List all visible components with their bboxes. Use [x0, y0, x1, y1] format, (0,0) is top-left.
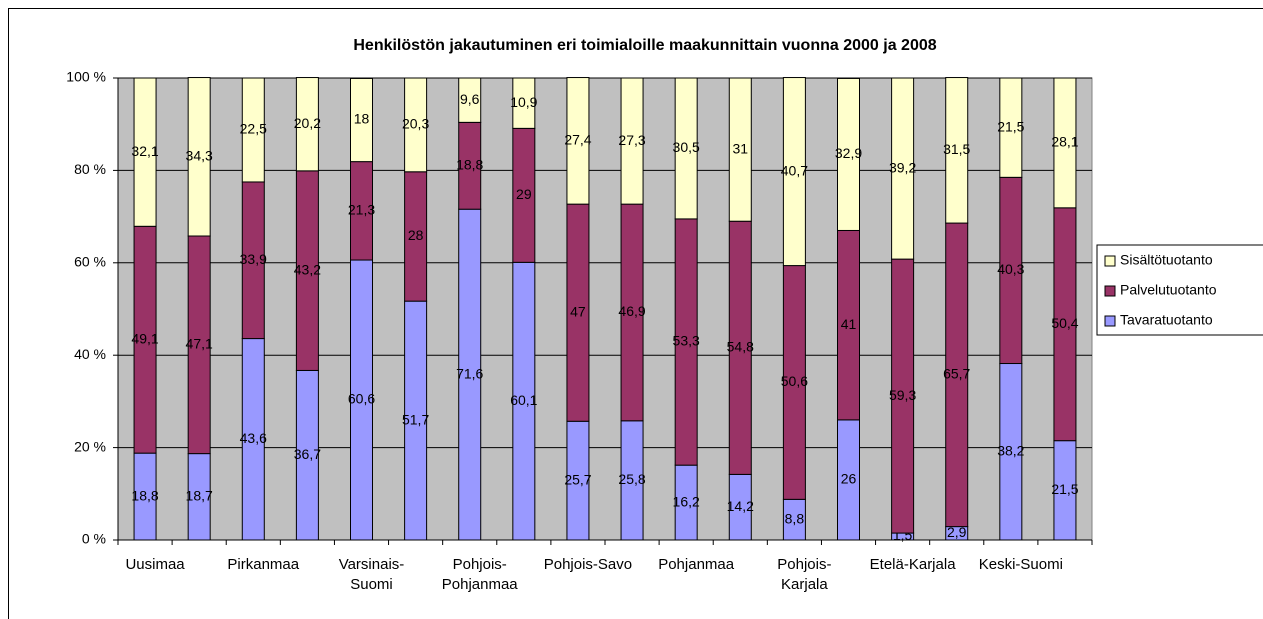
data-label: 50,6	[781, 373, 808, 389]
data-label: 28	[408, 227, 424, 243]
data-label: 43,2	[294, 261, 321, 277]
bar-segment	[187, 77, 211, 237]
data-label: 34,3	[186, 147, 213, 163]
bar-segment	[891, 77, 915, 260]
bar-segment	[241, 77, 265, 183]
data-label: 21,3	[348, 202, 375, 218]
data-label: 71,6	[456, 365, 483, 381]
x-tick-label: Pirkanmaa	[227, 556, 300, 573]
data-label: 28,1	[1051, 134, 1078, 150]
data-label: 46,9	[618, 303, 645, 319]
x-tick-label: Pohjanmaa	[658, 556, 735, 573]
bar-segment	[295, 77, 319, 172]
data-label: 8,8	[785, 510, 805, 526]
x-tick-label: Pohjois-Savo	[543, 556, 633, 573]
data-label: 29	[516, 186, 532, 202]
data-label: 54,8	[727, 339, 754, 355]
data-label: 40,3	[997, 261, 1024, 277]
data-label: 2,9	[947, 524, 967, 540]
data-label: 41	[841, 316, 857, 332]
bar-segment	[620, 77, 644, 205]
data-label: 27,4	[564, 132, 591, 148]
data-label: 18,8	[456, 156, 483, 172]
bar-segment	[837, 77, 860, 231]
legend-label: Palvelutuotanto	[1120, 282, 1217, 298]
x-tick-label: Pohjois-Karjala	[777, 556, 832, 593]
bar-segment	[782, 77, 806, 267]
x-tick-label: Etelä-Karjala	[869, 556, 956, 573]
data-label: 31	[732, 140, 748, 156]
x-tick-label: Keski-Suomi	[978, 556, 1063, 573]
data-label: 25,8	[618, 471, 645, 487]
bar-segment	[512, 77, 536, 129]
bar-segment	[674, 77, 698, 220]
data-label: 50,4	[1051, 315, 1078, 331]
data-label: 18,7	[186, 488, 213, 504]
data-label: 31,5	[943, 141, 970, 157]
y-tick-label: 60 %	[74, 254, 106, 270]
data-label: 20,3	[402, 116, 429, 132]
y-tick-label: 40 %	[74, 346, 106, 362]
bar-segment	[458, 77, 482, 123]
data-label: 30,5	[673, 139, 700, 155]
legend-swatch	[1104, 285, 1116, 297]
data-label: 21,5	[997, 118, 1024, 134]
data-label: 25,7	[564, 471, 591, 487]
y-tick-label: 100 %	[66, 69, 106, 85]
bar-segment	[350, 77, 373, 163]
y-tick-label: 0 %	[82, 531, 106, 547]
data-label: 59,3	[889, 387, 916, 403]
legend-swatch	[1104, 255, 1116, 267]
legend-label: Sisältötuotanto	[1120, 252, 1213, 268]
y-tick-label: 20 %	[74, 438, 106, 454]
bar-segment	[1053, 77, 1077, 209]
data-label: 20,2	[294, 115, 321, 131]
x-tick-label: Uusimaa	[125, 556, 185, 573]
data-label: 49,1	[131, 330, 158, 346]
data-label: 26	[841, 471, 857, 487]
data-label: 40,7	[781, 162, 808, 178]
data-label: 65,7	[943, 366, 970, 382]
data-label: 36,7	[294, 446, 321, 462]
data-label: 39,2	[889, 159, 916, 175]
data-label: 18,8	[131, 487, 158, 503]
chart-title: Henkilöstön jakautuminen eri toimialoill…	[353, 37, 936, 54]
bar-segment	[404, 77, 428, 173]
data-label: 60,1	[510, 392, 537, 408]
data-label: 18	[354, 111, 370, 127]
data-label: 27,3	[618, 132, 645, 148]
legend-label: Tavaratuotanto	[1120, 312, 1213, 328]
data-label: 32,1	[131, 143, 158, 159]
bar-segment	[945, 77, 969, 224]
bar-segment	[728, 77, 752, 222]
bar-segment	[999, 77, 1023, 178]
legend-box	[1096, 244, 1263, 336]
data-label: 33,9	[240, 251, 267, 267]
data-label: 60,6	[348, 391, 375, 407]
data-label: 53,3	[673, 333, 700, 349]
x-tick-label: Pohjois-Pohjanmaa	[441, 556, 518, 593]
data-label: 43,6	[240, 430, 267, 446]
legend-swatch	[1104, 315, 1116, 327]
data-label: 22,5	[240, 121, 267, 137]
data-label: 38,2	[997, 442, 1024, 458]
data-label: 16,2	[673, 493, 700, 509]
bar-segment	[133, 77, 157, 227]
data-label: 47	[570, 303, 586, 319]
x-tick-label: Varsinais-Suomi	[338, 556, 405, 593]
data-label: 32,9	[835, 145, 862, 161]
data-label: 51,7	[402, 411, 429, 427]
data-label: 14,2	[727, 498, 754, 514]
data-label: 9,6	[460, 91, 480, 107]
data-label: 47,1	[186, 336, 213, 352]
data-label: 21,5	[1051, 481, 1078, 497]
bar-segment	[566, 77, 590, 205]
y-tick-label: 80 %	[74, 161, 106, 177]
data-label: 10,9	[510, 94, 537, 110]
plot-area	[117, 77, 1093, 541]
